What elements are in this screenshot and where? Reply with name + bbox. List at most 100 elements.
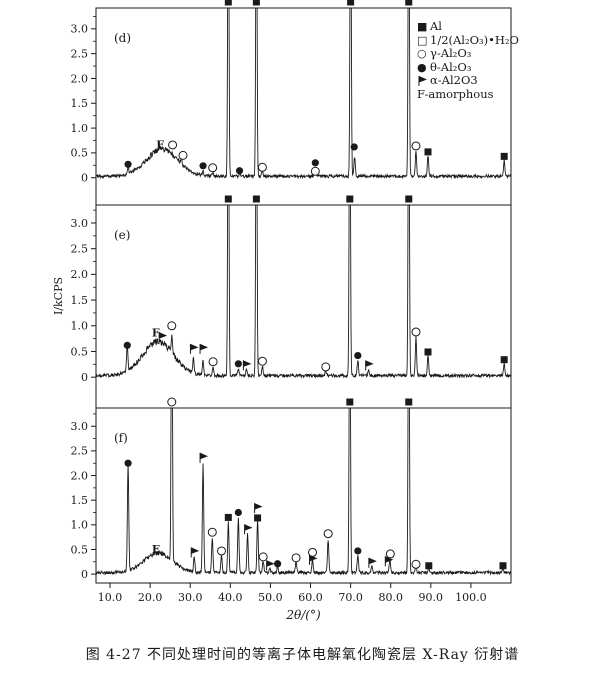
alpha-al2o3-flag-marker [244,524,253,535]
theta-al2o3-filled-circle-marker [234,508,242,517]
al-filled-square-marker [424,348,432,356]
x-tick-label: 50.0 [258,591,283,604]
gamma-al2o3-open-circle-marker [217,546,227,556]
alpha-al2o3-flag-marker [365,360,374,371]
y-tick-label: 0.5 [71,345,89,358]
amorphous-F-marker: F [156,138,164,151]
gamma-al2o3-open-circle-marker [258,552,268,562]
legend-item: ○ γ-Al₂O₃ [417,46,519,61]
gamma-al2o3-open-circle-marker [208,357,218,367]
xrd-trace-d [96,8,511,180]
gamma-al2o3-open-circle-marker [167,321,177,331]
theta-al2o3-filled-circle-marker [311,159,319,167]
al-filled-square-marker [405,0,413,6]
al-filled-square-marker [254,514,262,522]
al-filled-square-marker [405,195,413,203]
x-tick-label: 80.0 [378,591,403,604]
alpha-flag-icon [417,75,430,87]
al-filled-square-marker [224,195,232,203]
y-tick-label: 0.5 [71,147,89,160]
axes-frame [95,7,512,584]
al-filled-square-marker [500,356,508,364]
amorphous-F-marker: F [152,326,160,339]
y-tick-label: 3.0 [71,23,89,36]
theta-al2o3-filled-circle-marker [354,547,362,555]
x-tick-label: 90.0 [419,591,444,604]
legend-item: □ 1/2(Al₂O₃)•H₂O [417,33,519,48]
legend-label: θ-Al₂O₃ [430,59,472,74]
x-tick-label: 40.0 [218,591,243,604]
legend-label: γ-Al₂O₃ [430,46,472,60]
y-tick-label: 1.5 [71,494,89,507]
theta-al2o3-filled-circle-marker [350,143,358,151]
xrd-trace-e [96,205,511,379]
y-tick-label: 1.5 [71,97,89,110]
al-filled-square-marker [424,148,432,156]
al-filled-square-marker [425,562,433,570]
y-tick-label: 2.0 [71,469,89,482]
figure-caption: 图 4-27 不同处理时间的等离子体电解氧化陶瓷层 X-Ray 衍射谱 [85,647,520,663]
alpha-al2o3-flag-marker [254,503,263,514]
al-filled-square-marker [405,398,413,406]
alpha-al2o3-flag-marker [242,360,252,371]
fc-marker-icon: ● [417,60,427,74]
panel-label-f: (f) [114,431,128,445]
alpha-al2o3-flag-marker [384,556,394,567]
al-filled-square-marker [252,195,260,203]
y-tick-label: 0 [81,371,88,384]
panel-label-d: (d) [114,31,131,45]
gamma-al2o3-open-circle-marker [411,559,421,569]
y-tick-label: 1.0 [71,320,89,333]
legend: ■ Al □ 1/2(Al₂O₃)•H₂O ○ γ-Al₂O₃ ● θ-Al₂O₃ α-Al2O… [417,19,519,102]
x-axis-label: 2θ/(°) [285,608,321,622]
y-tick-label: 0 [81,568,88,581]
al-filled-square-marker [500,152,508,160]
gamma-al2o3-open-circle-marker [167,397,177,407]
theta-al2o3-filled-circle-marker [124,459,132,467]
theta-al2o3-filled-circle-marker [124,160,132,168]
amorphous-F-marker: F [152,543,160,556]
gamma-al2o3-open-circle-marker [208,163,218,173]
theta-al2o3-filled-circle-marker [234,360,242,368]
theta-al2o3-filled-circle-marker [199,162,207,170]
x-tick-label: 20.0 [138,591,163,604]
legend-label: Al [430,19,442,33]
y-tick-label: 1.5 [71,294,89,307]
panel-e: 0 0.5 1.0 1.5 2.0 2.5 3.0 (e) F [71,195,511,384]
gamma-al2o3-open-circle-marker [257,356,267,366]
xrd-chart: 0 0.5 1.0 1.5 2.0 2.5 3.0 (d) F 0 0.5 1.0 1.5 2.0 2.5 3… [52,0,512,622]
al-filled-square-marker [499,562,507,570]
y-tick-label: 2.0 [71,268,89,281]
gamma-al2o3-open-circle-marker [310,166,320,176]
gamma-al2o3-open-circle-marker [207,527,217,537]
gamma-al2o3-open-circle-marker [321,362,331,372]
theta-al2o3-filled-circle-marker [354,351,362,360]
y-tick-label: 0.5 [71,543,89,556]
alpha-al2o3-flag-marker [199,452,209,463]
y-tick-label: 1.0 [71,122,89,135]
gamma-al2o3-open-circle-marker [257,162,267,172]
x-tick-label: 70.0 [338,591,363,604]
y-tick-label: 3.0 [71,217,89,230]
theta-al2o3-filled-circle-marker [235,167,244,175]
al-filled-square-marker [346,398,354,406]
theta-al2o3-filled-circle-marker [123,341,131,349]
al-filled-square-marker [224,0,232,6]
y-tick-label: 2.5 [71,445,89,458]
y-axis-label: I/kCPS [52,277,65,315]
panel-d: 0 0.5 1.0 1.5 2.0 2.5 3.0 (d) F [71,0,511,185]
alpha-al2o3-flag-marker [199,343,209,354]
xrd-trace-f [96,408,511,576]
gamma-al2o3-open-circle-marker [178,150,188,160]
legend-label: F-amorphous [417,86,494,101]
legend-item: F-amorphous [417,86,519,102]
gamma-al2o3-open-circle-marker [291,553,301,563]
y-tick-label: 1.0 [71,519,89,532]
al-filled-square-marker [346,195,354,203]
legend-label: α-Al2O3 [430,73,478,87]
x-tick-label: 30.0 [178,591,203,604]
alpha-al2o3-flag-marker [189,343,199,354]
alpha-al2o3-flag-marker [158,332,168,343]
alpha-al2o3-flag-marker [309,554,318,565]
